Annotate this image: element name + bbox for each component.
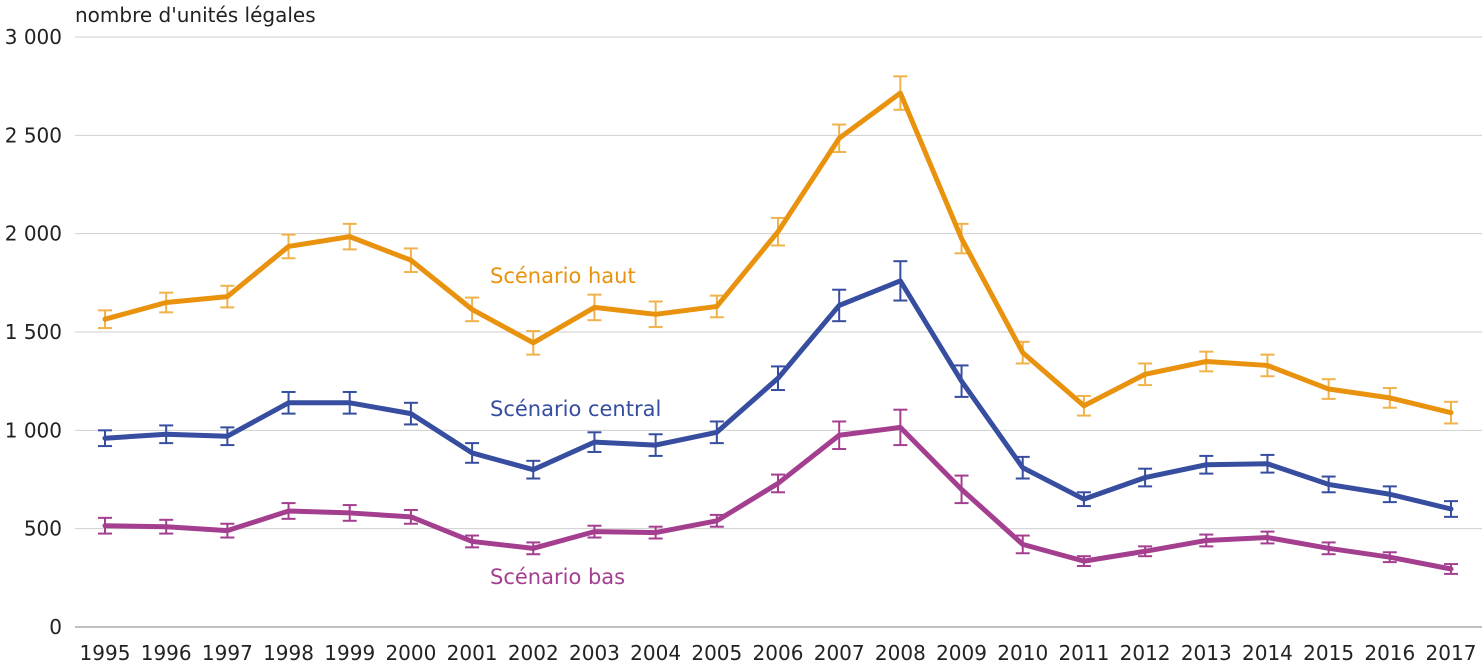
y-tick-label: 2 500 — [5, 123, 62, 147]
x-tick-label: 1999 — [324, 641, 375, 665]
x-tick-label: 1996 — [141, 641, 192, 665]
x-tick-label: 2008 — [875, 641, 926, 665]
x-tick-label: 2010 — [997, 641, 1048, 665]
y-tick-labels: 0 500 1 000 1 500 2 000 2 500 3 000 — [5, 25, 62, 639]
series-line — [102, 278, 1454, 512]
x-tick-label: 1997 — [202, 641, 253, 665]
series-label-central: Scénario central — [490, 397, 661, 421]
x-tick-label: 2005 — [691, 641, 742, 665]
x-tick-label: 2001 — [447, 641, 498, 665]
series-line — [102, 424, 1454, 572]
x-tick-label: 2016 — [1364, 641, 1415, 665]
error-bars — [98, 408, 1458, 575]
y-tick-label: 0 — [49, 615, 62, 639]
x-tick-label: 2013 — [1181, 641, 1232, 665]
x-tick-label: 2003 — [569, 641, 620, 665]
series-label-haut: Scénario haut — [490, 264, 636, 288]
y-tick-label: 1 000 — [5, 418, 62, 442]
x-tick-label: 2012 — [1120, 641, 1171, 665]
series-labels: Scénario haut Scénario central Scénario … — [490, 264, 661, 589]
x-tick-label: 2006 — [753, 641, 804, 665]
x-tick-label: 2004 — [630, 641, 681, 665]
error-bars — [98, 75, 1458, 425]
x-tick-label: 2009 — [936, 641, 987, 665]
series-layer — [98, 75, 1458, 575]
y-axis-unit-label: nombre d'unités légales — [75, 3, 316, 27]
x-tick-label: 1995 — [80, 641, 131, 665]
x-tick-label: 2014 — [1242, 641, 1293, 665]
series-0 — [98, 75, 1458, 425]
x-tick-label: 2002 — [508, 641, 559, 665]
series-line — [102, 90, 1454, 416]
x-tick-label: 2017 — [1426, 641, 1477, 665]
series-1 — [98, 260, 1458, 518]
y-tick-label: 2 000 — [5, 222, 62, 246]
x-tick-label: 1998 — [263, 641, 314, 665]
x-tick-label: 2015 — [1303, 641, 1354, 665]
x-tick-label: 2007 — [814, 641, 865, 665]
y-tick-label: 500 — [24, 517, 62, 541]
x-tick-label: 2011 — [1058, 641, 1109, 665]
y-tick-label: 3 000 — [5, 25, 62, 49]
x-tick-labels: 1995 1996 1997 1998 1999 2000 2001 2002 2003 2004… — [80, 641, 1477, 665]
x-tick-label: 2000 — [385, 641, 436, 665]
series-2 — [98, 408, 1458, 575]
y-tick-label: 1 500 — [5, 320, 62, 344]
series-label-bas: Scénario bas — [490, 565, 625, 589]
